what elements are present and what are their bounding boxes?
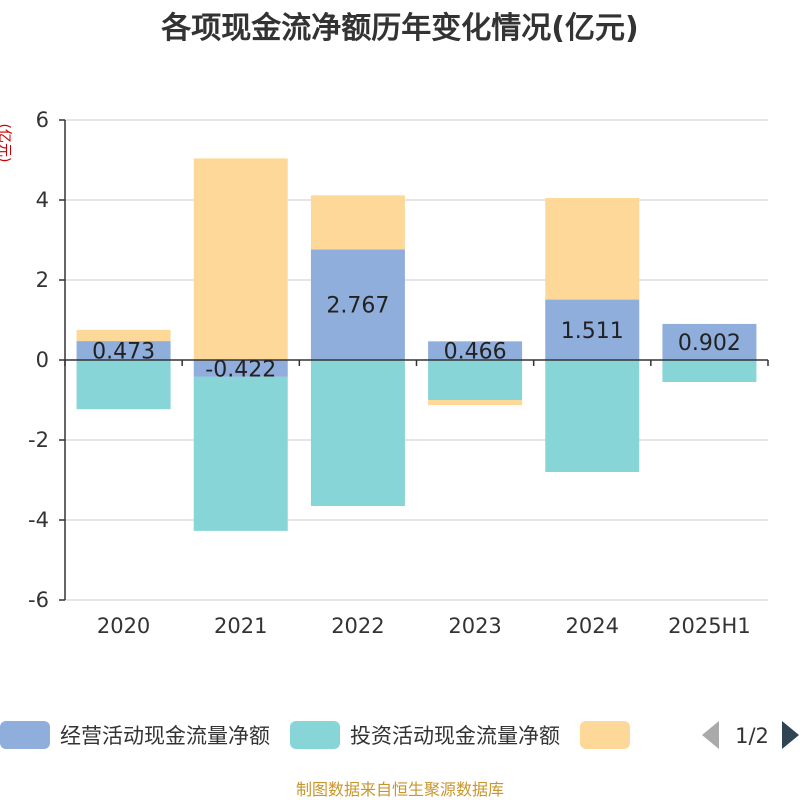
legend-item-series2[interactable]	[580, 721, 630, 749]
y-tick-label: 6	[36, 108, 49, 132]
bar-series0-2024	[545, 299, 640, 360]
legend-swatch	[290, 721, 340, 749]
bar-series1-2025H1	[662, 360, 757, 382]
x-tick-label: 2025H1	[668, 614, 751, 638]
legend-item-series0[interactable]: 经营活动现金流量净额	[0, 721, 270, 749]
data-label: 0.466	[444, 340, 507, 365]
y-tick-label: 0	[36, 348, 49, 372]
bar-series1-2024	[545, 360, 640, 472]
data-label: -0.422	[205, 357, 276, 382]
data-label: 0.902	[678, 331, 741, 356]
bar-series1-2021	[193, 376, 288, 531]
data-label: 2.767	[326, 294, 389, 319]
triangle-right-icon[interactable]	[782, 721, 799, 749]
data-label: 0.473	[92, 340, 155, 365]
bar-series2-2022	[310, 195, 405, 250]
bar-series2-2023	[428, 400, 523, 406]
legend-label: 经营活动现金流量净额	[60, 724, 270, 748]
x-tick-label: 2023	[448, 614, 501, 638]
legend-swatch	[0, 721, 50, 749]
data-label: 1.511	[561, 319, 624, 344]
grid-layer	[65, 119, 768, 601]
legend-pager: 1/2	[702, 721, 799, 749]
source-note: 制图数据来自恒生聚源数据库	[296, 780, 504, 799]
triangle-left-icon[interactable]	[702, 721, 719, 749]
legend-label: 投资活动现金流量净额	[350, 724, 560, 748]
axis-layer: 6 4 2 0 -2 -4 -6 2020 2021 2022 2023 2024 2025H1	[28, 108, 769, 638]
x-tick-label: 2021	[214, 614, 267, 638]
y-tick-label: 4	[36, 188, 49, 212]
bar-series1-2020	[76, 360, 171, 410]
y-tick-label: -2	[28, 428, 49, 452]
x-tick-label: 2022	[331, 614, 384, 638]
bar-series0-2020	[76, 341, 171, 360]
bar-series0-2022	[310, 249, 405, 360]
bar-series2-2024	[545, 197, 640, 300]
y-tick-label: 2	[36, 268, 49, 292]
y-axis-unit: (亿元)	[0, 124, 12, 163]
x-tick-label: 2020	[97, 614, 150, 638]
bar-series1-2023	[428, 360, 523, 400]
bar-series0-2023	[428, 341, 523, 360]
bar-series2-2021	[193, 158, 288, 360]
y-tick-label: -6	[28, 588, 49, 612]
legend-swatch	[580, 721, 630, 749]
bar-series0-2025H1	[662, 323, 757, 360]
bar-series0-2021	[193, 360, 288, 377]
chart-title: 各项现金流净额历年变化情况(亿元)	[160, 11, 638, 46]
bar-series2-2020	[76, 329, 171, 342]
bar-layer	[76, 158, 757, 531]
legend: 经营活动现金流量净额 投资活动现金流量净额 1/2	[0, 721, 799, 749]
legend-item-series1[interactable]: 投资活动现金流量净额	[290, 721, 560, 749]
x-tick-label: 2024	[566, 614, 619, 638]
y-tick-label: -4	[28, 508, 49, 532]
bar-series1-2022	[310, 360, 405, 506]
legend-page-indicator: 1/2	[735, 724, 769, 748]
label-layer: 0.473 -0.422 2.767 0.466 1.511 0.902	[92, 294, 741, 383]
